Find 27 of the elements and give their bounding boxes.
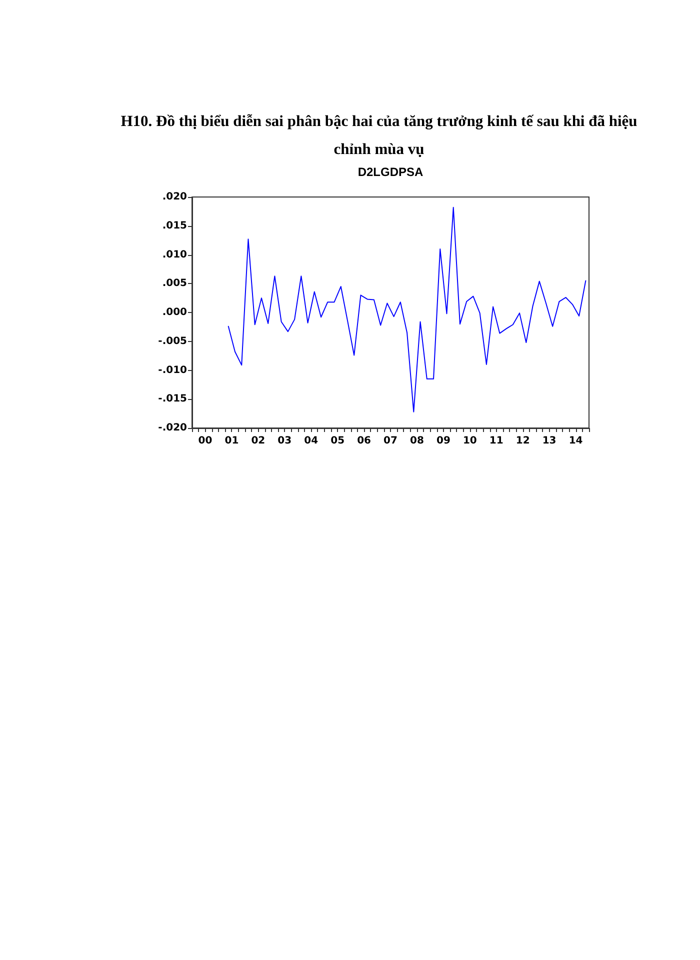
x-tick-label: 09 bbox=[436, 436, 450, 446]
x-tick-label: 03 bbox=[278, 436, 292, 446]
x-tick-label: 13 bbox=[542, 436, 556, 446]
x-tick-label: 11 bbox=[489, 436, 504, 446]
y-tick-label: .020 bbox=[162, 192, 188, 202]
y-tick-label: .010 bbox=[162, 249, 188, 260]
y-tick-label: -.015 bbox=[158, 394, 188, 405]
chart-title: D2LGDPSA bbox=[358, 165, 424, 179]
x-tick-label: 10 bbox=[462, 436, 477, 446]
x-tick-label: 14 bbox=[568, 436, 583, 446]
x-tick-label: 12 bbox=[516, 436, 530, 446]
x-tick-label: 06 bbox=[357, 436, 372, 446]
x-tick-label: 02 bbox=[251, 436, 266, 446]
x-tick-label: 08 bbox=[410, 436, 424, 446]
text: H10. Đồ thị biểu diễn sai phân bậc hai của tăng trưởng kinh tế sau khi đã hiệu chỉnh mùa vụ bbox=[120, 112, 638, 160]
line-series bbox=[228, 206, 586, 412]
y-tick-label: .000 bbox=[162, 307, 188, 318]
x-tick-label: 05 bbox=[330, 436, 345, 446]
x-tick-label: 04 bbox=[304, 436, 318, 446]
y-tick-label: .015 bbox=[162, 220, 188, 232]
x-tick-label: 00 bbox=[198, 436, 212, 446]
y-tick-label: -.020 bbox=[158, 422, 188, 434]
x-tick-label: 07 bbox=[384, 436, 398, 446]
y-tick-label: -.010 bbox=[158, 364, 188, 376]
y-tick-label: -.005 bbox=[158, 336, 188, 347]
y-tick-label: .005 bbox=[162, 278, 188, 290]
x-tick-label: 01 bbox=[224, 436, 239, 446]
